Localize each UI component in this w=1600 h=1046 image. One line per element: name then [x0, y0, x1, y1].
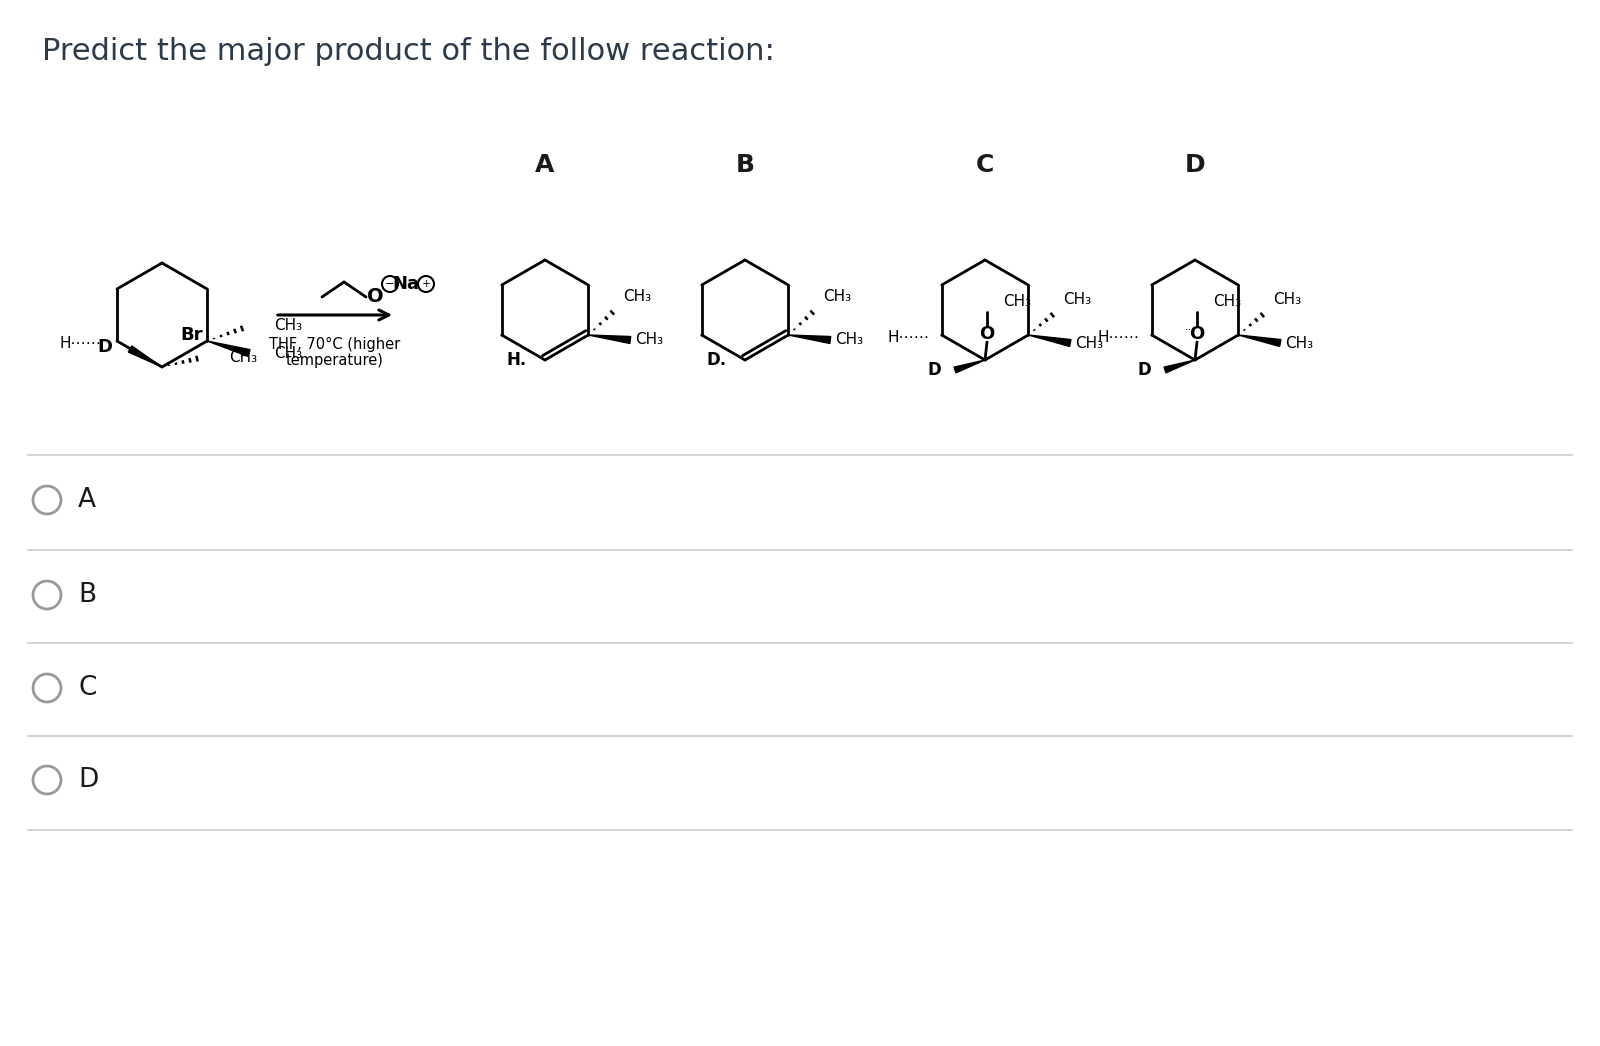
Text: CH₃: CH₃ — [624, 289, 651, 304]
Text: THF, 70°C (higher: THF, 70°C (higher — [269, 337, 400, 353]
Text: D: D — [1138, 361, 1150, 379]
Text: CH₃: CH₃ — [1285, 336, 1314, 350]
Text: O: O — [1189, 325, 1205, 343]
Text: D: D — [1184, 153, 1205, 177]
Text: CH₃: CH₃ — [274, 345, 302, 361]
Polygon shape — [206, 341, 250, 357]
Text: CH₃: CH₃ — [1003, 295, 1030, 310]
Polygon shape — [954, 360, 986, 372]
Text: CH₃: CH₃ — [635, 333, 664, 347]
Text: D.: D. — [707, 351, 726, 369]
Text: CH₃: CH₃ — [824, 289, 851, 304]
Text: CH₃: CH₃ — [1274, 292, 1301, 306]
Text: CH₃: CH₃ — [1213, 295, 1242, 310]
Polygon shape — [1165, 360, 1195, 372]
Text: temperature): temperature) — [286, 353, 384, 368]
Polygon shape — [128, 346, 162, 367]
Text: H⋯⋯: H⋯⋯ — [1098, 331, 1139, 345]
Text: B: B — [78, 582, 96, 608]
Text: C: C — [976, 153, 994, 177]
Text: H⋯⋯: H⋯⋯ — [59, 337, 102, 351]
Text: CH₃: CH₃ — [1075, 336, 1104, 350]
Text: +: + — [421, 279, 430, 289]
Text: −: − — [386, 279, 395, 289]
Text: ··: ·· — [1184, 325, 1192, 335]
Polygon shape — [1029, 335, 1070, 346]
Text: D: D — [98, 338, 112, 356]
Text: O: O — [366, 288, 384, 306]
Polygon shape — [589, 335, 630, 343]
Text: D: D — [78, 767, 98, 793]
Text: O: O — [979, 325, 995, 343]
Text: Br: Br — [179, 326, 203, 344]
Text: Predict the major product of the follow reaction:: Predict the major product of the follow … — [42, 38, 774, 67]
Text: C: C — [78, 675, 96, 701]
Text: A: A — [536, 153, 555, 177]
Text: D: D — [928, 361, 941, 379]
Text: H⋯⋯: H⋯⋯ — [888, 331, 930, 345]
Text: A: A — [78, 487, 96, 513]
Text: CH₃: CH₃ — [229, 349, 258, 364]
Polygon shape — [789, 335, 830, 343]
Polygon shape — [1238, 335, 1282, 346]
Text: CH₃: CH₃ — [274, 318, 302, 334]
Text: CH₃: CH₃ — [1064, 292, 1091, 306]
Text: Na: Na — [392, 275, 419, 293]
Text: CH₃: CH₃ — [835, 333, 864, 347]
Text: H.: H. — [507, 351, 526, 369]
Text: B: B — [736, 153, 755, 177]
